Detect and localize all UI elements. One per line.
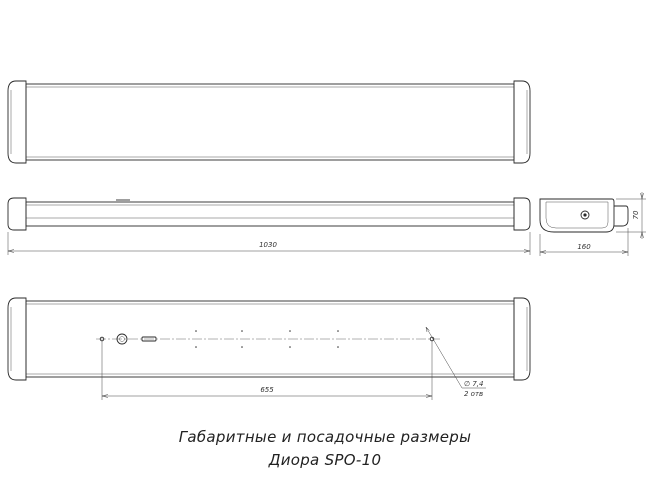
hole-count-label: 2 отв <box>464 390 483 398</box>
mount-distance-dimension: 655 <box>101 341 433 400</box>
product-name: Диора SPO-10 <box>268 451 382 469</box>
length-dimension-label: 1030 <box>259 241 277 249</box>
mount-distance-label: 655 <box>260 386 274 394</box>
cable-gland-icon <box>116 333 128 345</box>
end-view: 70 160 <box>539 192 646 256</box>
right-end-cap <box>513 80 531 164</box>
left-end-cap <box>7 80 27 164</box>
end-view-screw-icon <box>580 210 590 220</box>
width-dimension-label: 160 <box>577 243 591 251</box>
left-end-cap-bottom <box>7 297 27 381</box>
bottom-view: ∅ 7,4 2 отв 655 <box>7 297 531 400</box>
right-end-cap-side <box>513 197 531 231</box>
length-dimension: 1030 <box>7 232 531 255</box>
hole-diameter-label: ∅ 7,4 <box>464 380 483 388</box>
top-view <box>7 80 531 164</box>
right-end-cap-bottom <box>513 297 531 381</box>
height-dimension: 70 <box>616 192 646 239</box>
front-view: 1030 <box>7 197 531 255</box>
connector-block-icon <box>141 336 157 342</box>
mounting-hole-left-icon <box>99 336 105 342</box>
width-dimension: 160 <box>539 228 629 256</box>
left-end-cap-side <box>7 197 27 231</box>
drawing-title: Габаритные и посадочные размеры <box>178 428 472 446</box>
fixing-points <box>195 330 339 348</box>
hole-leader: ∅ 7,4 2 отв <box>425 326 486 398</box>
height-dimension-label: 70 <box>632 210 640 219</box>
